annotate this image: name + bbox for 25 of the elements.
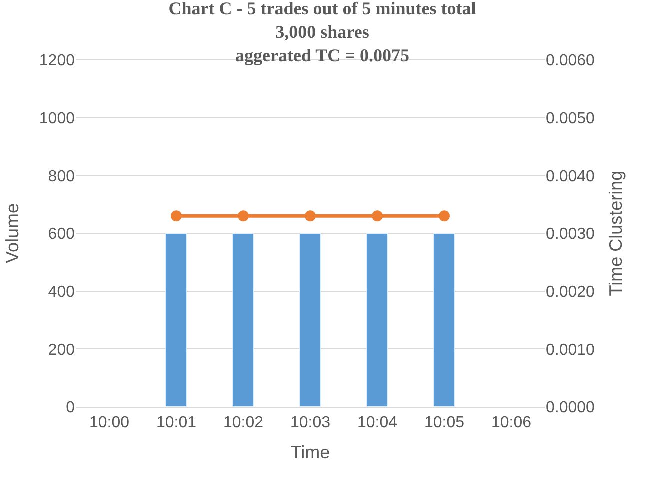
y-tick-label: 1000 <box>39 110 76 128</box>
y2-tick-label: 0.0050 <box>546 110 596 128</box>
y-tick-label: 400 <box>48 284 76 301</box>
y2-tick-label: 0.0060 <box>546 52 596 70</box>
y2-tick-label: 0.0010 <box>546 342 596 359</box>
x-tick-label: 10:03 <box>290 414 331 432</box>
x-tick-label: 10:04 <box>357 414 398 432</box>
chart-title: Chart C - 5 trades out of 5 minutes total 3,000 shares aggerated TC = 0.0075 <box>168 0 476 66</box>
x-tick-label: 10:01 <box>156 414 197 432</box>
x-tick-label: 10:02 <box>223 414 264 432</box>
x-tick-label: 10:05 <box>424 414 465 432</box>
y2-axis-title: Time Clustering <box>606 170 626 296</box>
y-axis-title: Volume <box>2 203 23 264</box>
y-tick-label: 200 <box>48 342 76 359</box>
y2-tick-label: 0.0020 <box>546 284 596 301</box>
y2-tick-label: 0.0040 <box>546 168 596 186</box>
y2-tick-label: 0.0000 <box>546 400 596 417</box>
x-tick-label: 10:06 <box>491 414 532 432</box>
y-tick-label: 800 <box>48 168 76 186</box>
y-tick-label: 600 <box>48 226 76 244</box>
y-tick-label: 0 <box>66 400 76 417</box>
x-axis-title: Time <box>290 442 330 462</box>
y-tick-label: 1200 <box>39 52 76 70</box>
y2-tick-label: 0.0030 <box>546 226 596 244</box>
x-tick-label: 10:00 <box>89 414 130 432</box>
